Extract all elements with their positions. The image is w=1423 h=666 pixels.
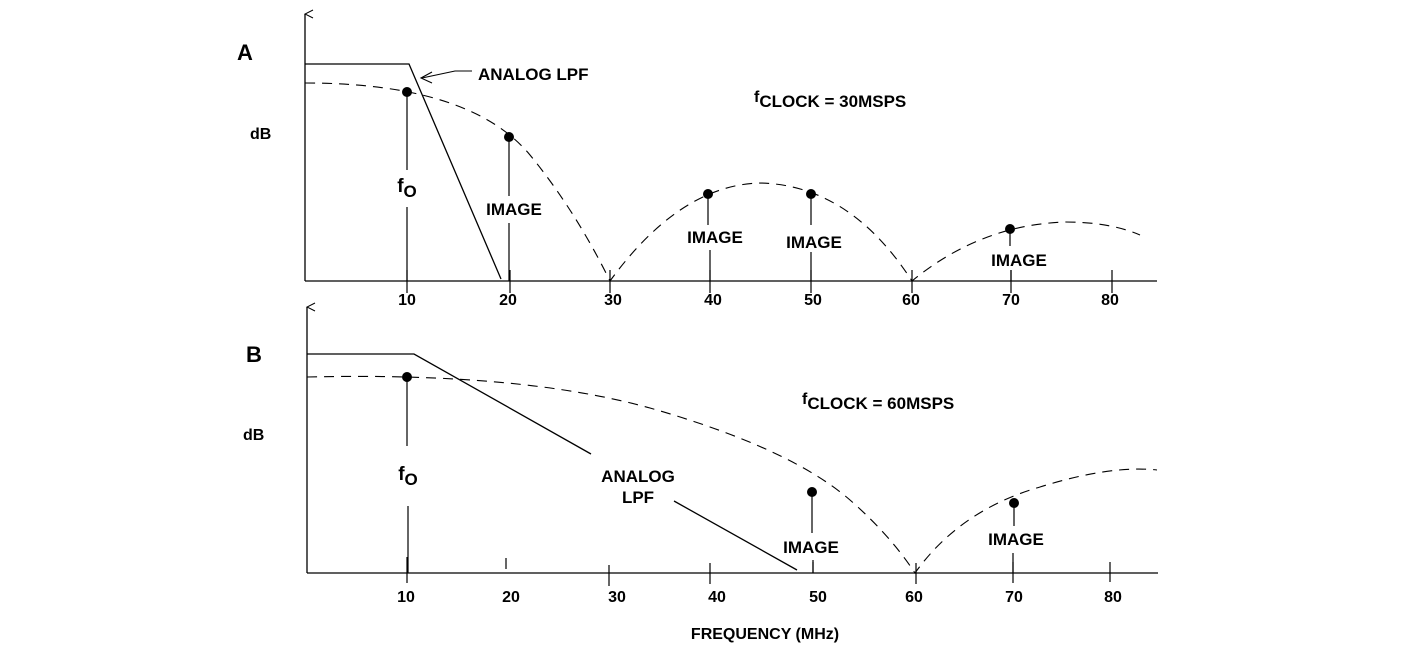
x-tick-label-a-60: 60 (902, 292, 920, 309)
clock-label-a: fCLOCK = 30MSPS (754, 89, 907, 111)
x-tick-label-a-70: 70 (1002, 292, 1020, 309)
fo-sub: O (403, 182, 417, 201)
analog-lpf-label-b: ANALOG LPF (601, 466, 675, 508)
y-axis-label-b: dB (243, 427, 265, 444)
lpf-label-line2: LPF (621, 488, 655, 507)
dot-fo-a (402, 87, 412, 97)
image-label-a-50: IMAGE (786, 233, 842, 252)
x-tick-label-b-70: 70 (1005, 589, 1023, 606)
x-tick-label-a-30: 30 (604, 292, 622, 309)
x-tick-label-b-10: 10 (397, 589, 415, 606)
dot-image-40 (703, 189, 713, 199)
clock-f: f (754, 89, 760, 106)
x-tick-label-a-80: 80 (1101, 292, 1119, 309)
clock-sub: CLOCK (807, 394, 868, 413)
lpf-pointer-arrow-a (421, 70, 472, 79)
fo-f: f (397, 176, 404, 197)
fo-label-b: fO (398, 465, 418, 488)
panel-a (305, 14, 1157, 293)
x-tick-label-b-40: 40 (708, 589, 726, 606)
x-tick-label-a-40: 40 (704, 292, 722, 309)
x-tick-label-a-20: 20 (499, 292, 517, 309)
fo-sub: O (404, 470, 418, 489)
fo-f: f (398, 464, 405, 485)
arrowhead-icon (419, 71, 433, 84)
y-axis-label-a: dB (250, 126, 272, 143)
dot-image-50-b (807, 487, 817, 497)
fo-label-a: fO (397, 177, 417, 200)
x-tick-label-a-50: 50 (804, 292, 822, 309)
panel-label-b: B (246, 342, 262, 367)
analog-lpf-label-a: ANALOG LPF (478, 65, 589, 84)
image-label-a-40: IMAGE (687, 228, 743, 247)
x-tick-label-b-60: 60 (905, 589, 923, 606)
dot-image-20 (504, 132, 514, 142)
dot-image-70 (1005, 224, 1015, 234)
panel-b (307, 307, 1158, 586)
image-label-b-70: IMAGE (988, 530, 1044, 549)
panel-label-a: A (237, 40, 253, 65)
image-label-a-20: IMAGE (486, 200, 542, 219)
analog-lpf-a (305, 63, 502, 280)
x-axis-title: FREQUENCY (MHz) (690, 626, 840, 643)
x-tick-label-a-10: 10 (398, 292, 416, 309)
x-tick-label-b-50: 50 (809, 589, 827, 606)
clock-value: = 60MSPS (872, 394, 955, 413)
clock-f: f (802, 391, 808, 408)
x-tick-label-b-30: 30 (608, 589, 626, 606)
dot-fo-b (402, 372, 412, 382)
image-label-b-50: IMAGE (783, 538, 839, 557)
analog-lpf-b-upper (307, 353, 592, 455)
clock-label-b: fCLOCK = 60MSPS (802, 391, 955, 413)
dot-image-70-b (1009, 498, 1019, 508)
dot-image-50 (806, 189, 816, 199)
clock-value: = 30MSPS (824, 92, 907, 111)
lpf-label-line1: ANALOG (601, 467, 675, 486)
sinc-envelope-a (304, 82, 1141, 283)
sinc-envelope-b (306, 375, 1158, 574)
image-label-a-70: IMAGE (991, 251, 1047, 270)
x-ticks-b (406, 557, 1111, 586)
analog-lpf-b-lower (673, 500, 798, 571)
x-tick-label-b-80: 80 (1104, 589, 1122, 606)
clock-sub: CLOCK (759, 92, 820, 111)
x-tick-label-b-20: 20 (502, 589, 520, 606)
